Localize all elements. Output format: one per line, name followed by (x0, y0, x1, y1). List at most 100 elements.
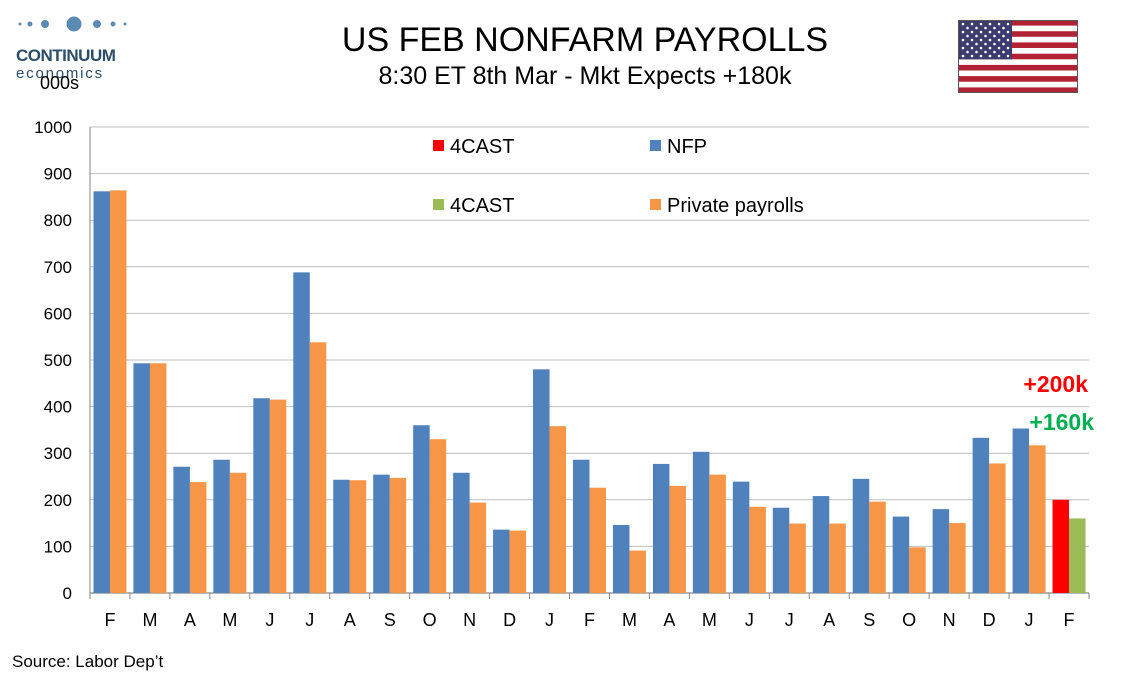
x-tick-label: J (265, 610, 274, 630)
bar-nfp (253, 398, 270, 593)
x-tick-label: M (622, 610, 637, 630)
y-tick-label: 500 (44, 351, 72, 370)
bar-private-payrolls (309, 342, 327, 593)
bar-private-payrolls (669, 485, 686, 593)
bar-nfp (453, 472, 470, 593)
x-tick-label: A (823, 610, 835, 630)
bar-nfp (732, 481, 750, 593)
bar-nfp (692, 451, 710, 593)
y-tick-label: 700 (44, 258, 72, 277)
bar-private-payrolls (269, 399, 287, 593)
x-tick-label: A (184, 610, 196, 630)
bar-private-payrolls (789, 523, 806, 593)
y-tick-label: 0 (63, 584, 72, 603)
bar-nfp (133, 363, 150, 593)
bar-private-payrolls (709, 474, 726, 593)
legend-label: Private payrolls (667, 195, 804, 217)
x-tick-label: O (423, 610, 437, 630)
bar-private-payrolls (869, 501, 886, 593)
legend-swatch (433, 140, 444, 151)
bar-4cast-private (1069, 518, 1086, 593)
y-tick-label: 800 (44, 211, 72, 230)
bar-nfp (173, 466, 190, 593)
bar-nfp (373, 474, 390, 593)
bar-private-payrolls (829, 523, 846, 593)
chart-subtitle: 8:30 ET 8th Mar - Mkt Expects +180k (378, 62, 792, 90)
x-tick-label: F (104, 610, 115, 630)
bar-nfp (1012, 428, 1030, 593)
x-tick-label: J (745, 610, 754, 630)
forecast-annotation: +200k (1023, 371, 1088, 397)
y-tick-label: 1000 (34, 118, 72, 137)
legend-label: NFP (667, 136, 707, 158)
x-tick-label: J (785, 610, 794, 630)
bar-private-payrolls (429, 439, 447, 593)
logo-dots-icon (18, 16, 127, 32)
bar-private-payrolls (1029, 445, 1046, 593)
bar-private-payrolls (189, 482, 207, 593)
bar-private-payrolls (389, 477, 407, 593)
y-tick-label: 600 (44, 304, 72, 323)
bar-private-payrolls (989, 463, 1006, 593)
x-tick-label: D (983, 610, 996, 630)
units-label: 000s (40, 73, 80, 93)
bar-nfp (573, 459, 590, 593)
bar-nfp (333, 479, 350, 593)
x-tick-label: O (902, 610, 916, 630)
bar-private-payrolls (229, 472, 247, 593)
x-tick-label: D (503, 610, 516, 630)
x-tick-label: S (384, 610, 396, 630)
logo-name: CONTINUUM (16, 46, 116, 65)
legend-swatch (433, 199, 444, 210)
logo-subtitle: economics (16, 65, 104, 82)
bar-private-payrolls (509, 530, 527, 593)
y-tick-label: 100 (44, 537, 72, 556)
chart-title: US FEB NONFARM PAYROLLS (341, 21, 829, 59)
bar-private-payrolls (949, 523, 966, 593)
bar-private-payrolls (109, 190, 127, 593)
bar-nfp (852, 478, 870, 593)
bar-nfp (932, 509, 950, 593)
x-tick-label: A (663, 610, 675, 630)
us-flag-icon (958, 20, 1078, 93)
source-note: Source: Labor Dep’t (12, 652, 164, 671)
bar-private-payrolls (149, 363, 167, 593)
bar-nfp (812, 496, 830, 593)
x-tick-label: F (1064, 610, 1075, 630)
bar-nfp (93, 191, 110, 594)
bar-private-payrolls (469, 502, 487, 593)
legend-label: 4CAST (450, 195, 514, 217)
legend-label: 4CAST (450, 136, 514, 158)
bar-private-payrolls (909, 547, 926, 593)
x-tick-label: J (1025, 610, 1034, 630)
bar-nfp (612, 524, 630, 593)
bar-nfp (972, 437, 990, 593)
logo: CONTINUUM economics (12, 12, 137, 92)
x-tick-label: M (142, 610, 157, 630)
y-tick-label: 300 (44, 444, 72, 463)
legend-swatch (650, 140, 661, 151)
y-tick-label: 400 (44, 398, 72, 417)
y-tick-label: 200 (44, 491, 72, 510)
bar-nfp (533, 369, 550, 593)
x-tick-label: A (344, 610, 356, 630)
bar-private-payrolls (749, 506, 766, 593)
bar-nfp (493, 529, 510, 593)
bar-nfp (413, 425, 430, 593)
bar-private-payrolls (549, 426, 567, 593)
y-tick-label: 900 (44, 165, 72, 184)
bar-4cast-nfp (1052, 499, 1070, 593)
x-tick-label: J (545, 610, 554, 630)
bar-nfp (213, 459, 230, 593)
x-tick-label: M (222, 610, 237, 630)
x-tick-label: J (305, 610, 314, 630)
bar-nfp (892, 516, 910, 593)
x-tick-label: M (702, 610, 717, 630)
bar-nfp (293, 272, 310, 593)
bar-private-payrolls (629, 550, 646, 593)
bar-nfp (652, 463, 670, 593)
bar-nfp (772, 507, 790, 593)
x-tick-label: N (463, 610, 476, 630)
x-tick-label: F (584, 610, 595, 630)
